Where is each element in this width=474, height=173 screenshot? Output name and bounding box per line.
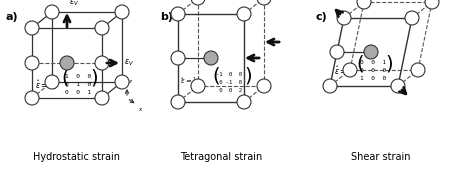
Circle shape — [357, 0, 371, 9]
Text: (: ( — [212, 66, 219, 85]
Circle shape — [237, 7, 251, 21]
Circle shape — [391, 79, 405, 93]
Text: (: ( — [356, 54, 364, 74]
Circle shape — [115, 5, 129, 19]
Text: Tetragonal strain: Tetragonal strain — [180, 152, 262, 162]
Circle shape — [323, 79, 337, 93]
Circle shape — [60, 56, 74, 70]
Text: $\hat{\varepsilon}=\frac{1}{2}\varepsilon_0$: $\hat{\varepsilon}=\frac{1}{2}\varepsilo… — [180, 76, 205, 90]
Text: 0  1  0: 0 1 0 — [65, 82, 91, 87]
Text: ): ) — [385, 54, 392, 74]
Circle shape — [171, 95, 185, 109]
Text: ): ) — [90, 69, 98, 88]
Text: 0 -1  0: 0 -1 0 — [216, 80, 242, 85]
Circle shape — [364, 45, 378, 59]
Text: ): ) — [244, 66, 252, 85]
Text: a): a) — [6, 12, 18, 22]
Circle shape — [115, 75, 129, 89]
Circle shape — [204, 51, 218, 65]
Text: -1  0  0: -1 0 0 — [216, 72, 242, 77]
Circle shape — [191, 0, 205, 5]
Text: 1  0  0: 1 0 0 — [65, 74, 91, 79]
Circle shape — [343, 63, 357, 77]
Circle shape — [171, 7, 185, 21]
Text: b): b) — [160, 12, 173, 22]
Text: $\hat{\varepsilon}=\varepsilon_1$: $\hat{\varepsilon}=\varepsilon_1$ — [334, 64, 356, 78]
Circle shape — [95, 56, 109, 70]
Circle shape — [25, 21, 39, 35]
Circle shape — [95, 21, 109, 35]
Text: 0  0  2: 0 0 2 — [216, 88, 242, 93]
Circle shape — [25, 56, 39, 70]
Circle shape — [25, 91, 39, 105]
Text: Hydrostatic strain: Hydrostatic strain — [34, 152, 120, 162]
Circle shape — [330, 45, 344, 59]
Circle shape — [411, 63, 425, 77]
Circle shape — [425, 0, 439, 9]
Circle shape — [257, 0, 271, 5]
Text: $x$: $x$ — [138, 106, 144, 113]
Text: 0  0  1: 0 0 1 — [65, 90, 91, 95]
Text: 0  0  1: 0 0 1 — [360, 60, 386, 65]
Circle shape — [45, 5, 59, 19]
Text: $\varepsilon_S$: $\varepsilon_S$ — [320, 0, 330, 3]
Text: 1  0  0: 1 0 0 — [360, 76, 386, 81]
Circle shape — [171, 51, 185, 65]
Text: $\hat{\varepsilon}=\varepsilon_0$: $\hat{\varepsilon}=\varepsilon_0$ — [35, 78, 58, 92]
Text: Shear strain: Shear strain — [351, 152, 411, 162]
Text: $\varepsilon_V$: $\varepsilon_V$ — [124, 58, 134, 68]
Text: 0  0  0: 0 0 0 — [360, 68, 386, 73]
Text: $z$: $z$ — [128, 78, 133, 85]
Circle shape — [337, 11, 351, 25]
Circle shape — [237, 95, 251, 109]
Text: (: ( — [61, 69, 69, 88]
Circle shape — [95, 91, 109, 105]
Text: c): c) — [316, 12, 328, 22]
Circle shape — [45, 75, 59, 89]
Circle shape — [257, 79, 271, 93]
Circle shape — [405, 11, 419, 25]
Text: $\varepsilon_V$: $\varepsilon_V$ — [69, 0, 79, 8]
Circle shape — [191, 79, 205, 93]
